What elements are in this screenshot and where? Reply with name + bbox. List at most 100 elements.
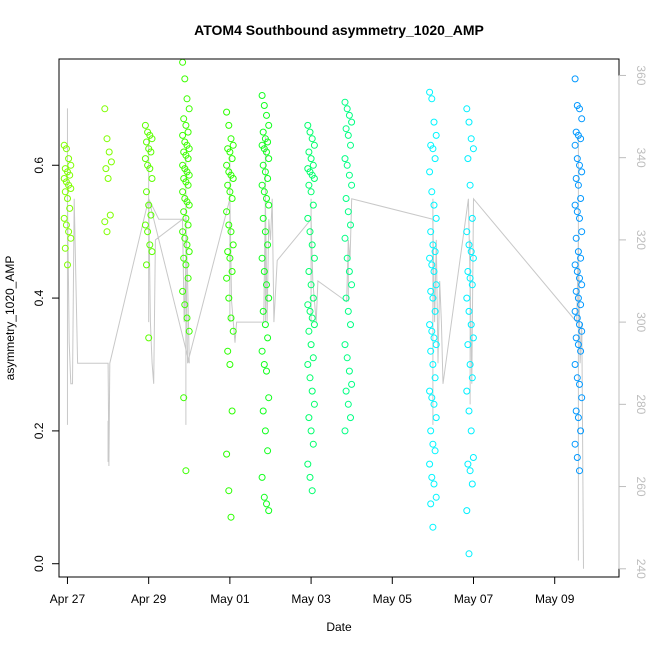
data-point (258, 181, 266, 189)
data-point (179, 228, 187, 236)
data-point (259, 128, 267, 136)
data-point (225, 221, 233, 229)
data-point (258, 92, 266, 99)
data-point (258, 473, 266, 481)
data-point (426, 387, 434, 395)
data-point (348, 181, 356, 189)
data-point (261, 321, 269, 329)
data-point (182, 121, 190, 129)
data-point (224, 181, 232, 189)
data-point (430, 118, 438, 126)
data-point (148, 135, 156, 143)
data-point (468, 480, 476, 488)
data-point (428, 188, 436, 196)
data-point (345, 268, 353, 275)
data-point (571, 261, 579, 269)
data-point (62, 145, 70, 153)
data-point (228, 407, 236, 415)
data-point (259, 214, 267, 222)
data-point (467, 321, 475, 329)
x-axis-label: Date (326, 620, 352, 634)
data-point (144, 228, 152, 236)
data-point (428, 394, 436, 402)
data-point (67, 161, 75, 169)
data-point (467, 135, 475, 143)
scatter-points (60, 58, 586, 558)
plot-frame (58, 58, 620, 578)
data-point (468, 374, 476, 382)
data-point (106, 211, 114, 219)
data-point (341, 98, 349, 106)
data-point (64, 261, 71, 269)
data-point (428, 327, 436, 335)
data-point (265, 201, 273, 209)
data-point (265, 294, 273, 302)
data-point (344, 307, 352, 315)
data-point (146, 165, 154, 173)
data-point (428, 95, 436, 103)
y2-tick-label: 260 (634, 477, 648, 497)
data-point (348, 380, 356, 388)
data-point (577, 195, 585, 202)
data-point (260, 102, 268, 109)
data-point (306, 374, 314, 382)
data-point (227, 513, 235, 521)
data-point (341, 155, 349, 163)
data-point (426, 168, 434, 176)
y2-tick-label: 240 (634, 559, 648, 579)
data-point (263, 111, 270, 119)
data-point (65, 228, 73, 236)
data-point (469, 334, 477, 342)
y-tick-label: 0.0 (32, 555, 46, 572)
data-point (465, 241, 473, 249)
data-point (180, 208, 188, 216)
data-point (182, 261, 190, 269)
data-point (101, 218, 109, 226)
data-point (463, 507, 471, 515)
data-point (432, 493, 440, 501)
data-point (229, 141, 237, 149)
data-point (465, 307, 473, 315)
data-point (572, 234, 580, 242)
data-point (310, 141, 318, 149)
data-point (310, 321, 318, 329)
data-point (226, 254, 234, 262)
data-point (141, 121, 149, 129)
data-point (428, 473, 436, 481)
data-point (180, 394, 188, 402)
data-point (308, 487, 316, 495)
data-point (226, 148, 234, 156)
data-point (432, 341, 440, 349)
data-point (223, 450, 231, 458)
data-point (183, 95, 191, 103)
y-axis-label: asymmetry_1020_AMP (3, 256, 17, 381)
data-point (229, 175, 237, 182)
data-point (145, 201, 153, 209)
data-point (429, 440, 437, 448)
data-point (304, 460, 312, 468)
data-point (426, 254, 434, 262)
data-point (571, 141, 579, 149)
data-point (571, 75, 579, 83)
data-point (343, 354, 351, 362)
data-point (307, 341, 315, 349)
data-point (264, 175, 272, 182)
data-point (309, 354, 317, 362)
data-point (429, 241, 437, 249)
data-point (427, 500, 435, 508)
data-point (185, 201, 193, 209)
data-point (431, 307, 439, 315)
data-point (227, 228, 235, 236)
data-point (184, 128, 192, 136)
data-point (468, 281, 476, 289)
data-point (466, 181, 474, 189)
data-point (574, 414, 582, 422)
data-point (573, 155, 581, 163)
data-point (308, 314, 316, 322)
data-point (310, 254, 318, 262)
data-point (309, 161, 317, 169)
data-point (463, 228, 471, 236)
data-point (227, 314, 235, 322)
data-point (307, 188, 315, 196)
data-point (264, 447, 272, 455)
